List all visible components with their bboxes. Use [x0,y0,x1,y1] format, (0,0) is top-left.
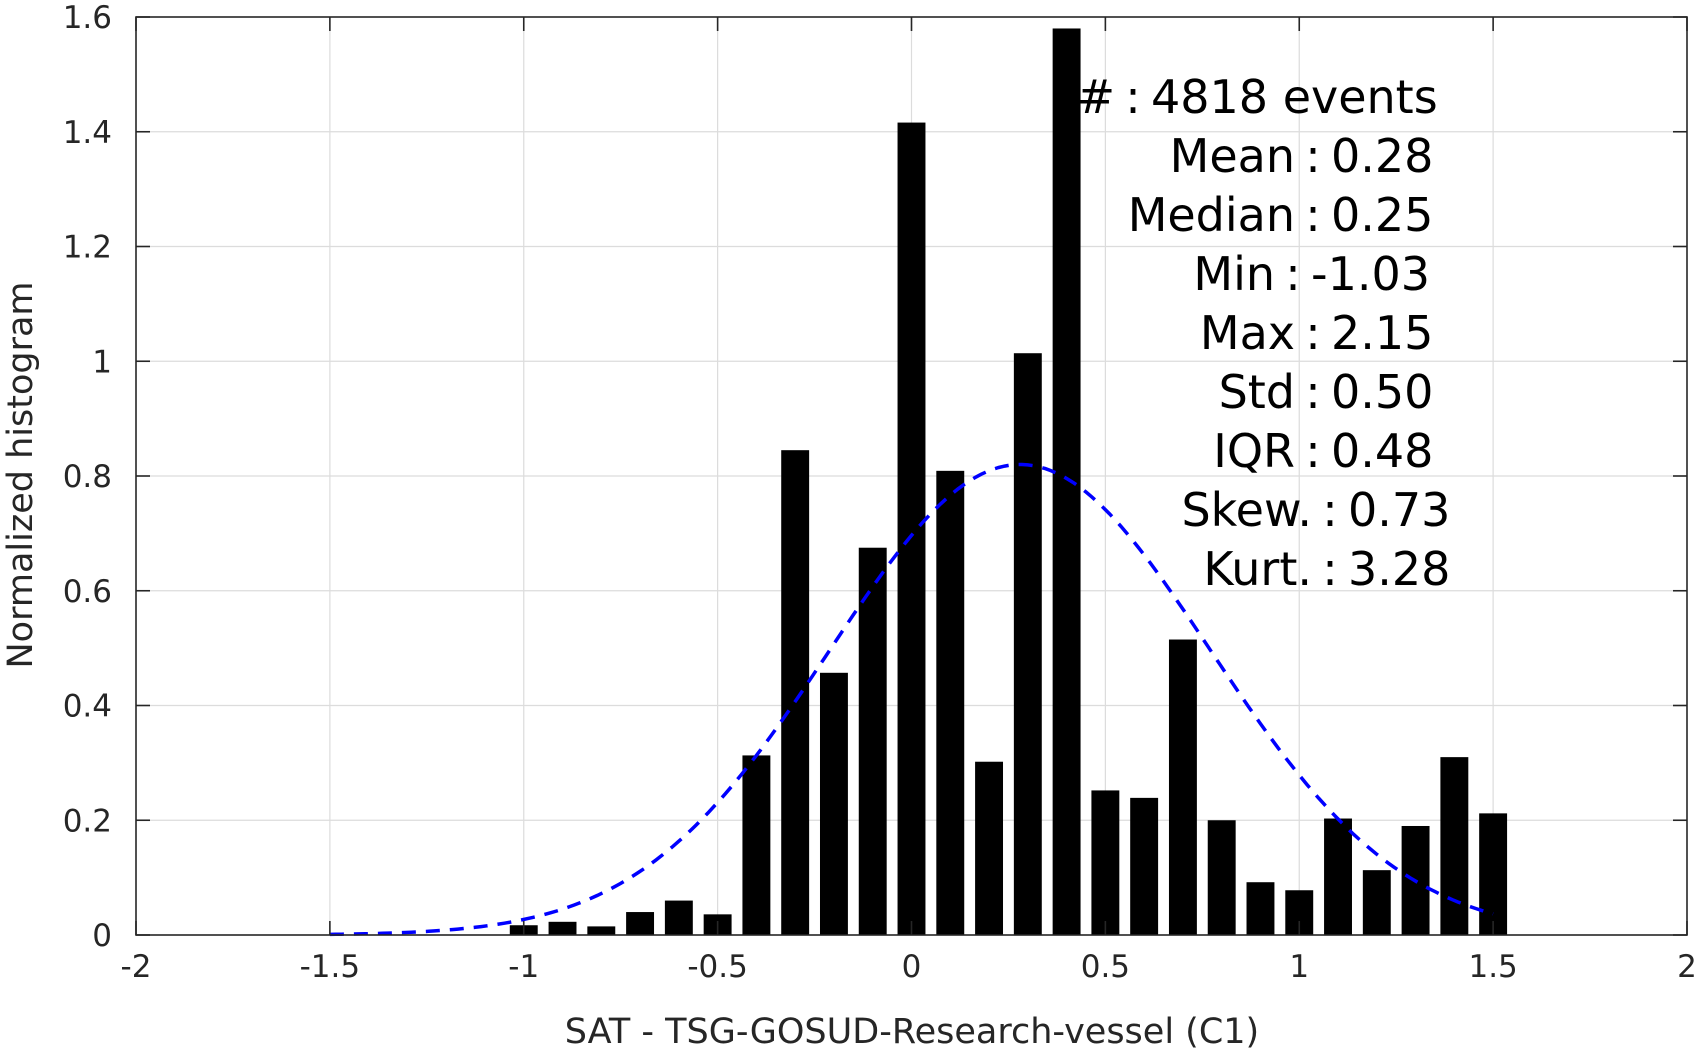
histogram-bar [1246,882,1275,935]
stat-value: 0.25 [1331,188,1433,242]
x-tick-label: -1.5 [300,949,361,985]
stat-label: Min [1193,247,1275,301]
x-tick-label: -1 [508,949,539,985]
stat-separator: : [1305,306,1321,360]
stat-label: Kurt. [1203,542,1312,596]
histogram-bar [819,672,848,935]
histogram-bar [1207,820,1236,935]
y-tick-label: 0 [92,918,112,954]
y-tick-label: 1 [92,344,112,380]
histogram-bar [781,450,810,935]
y-tick-label: 1.4 [63,115,112,151]
histogram-bar [742,755,771,935]
histogram-bar [587,926,616,935]
y-tick-label: 0.4 [63,689,112,725]
stat-value: 0.48 [1331,424,1433,478]
histogram-bar [1130,797,1159,935]
plot-axes [135,16,1688,936]
histogram-bar [936,470,965,935]
stat-label: Mean [1170,129,1295,183]
histogram-bar [1168,639,1197,935]
stat-label: Median [1128,188,1295,242]
x-tick-label: 1.5 [1468,949,1517,985]
stat-value: 0.50 [1331,365,1433,419]
stat-value: 2.15 [1331,306,1433,360]
stat-label: # [1076,70,1115,124]
stat-value: 0.28 [1331,129,1433,183]
histogram-bar [1479,813,1508,935]
histogram-bar [1324,818,1352,935]
x-tick-label: -2 [121,949,152,985]
stat-value: 0.73 [1348,483,1450,537]
y-tick-label: 1.6 [63,0,112,36]
x-axis-label: SAT - TSG-GOSUD-Research-vessel (C1) [565,1012,1259,1052]
y-tick-labels: 0 0.2 0.4 0.6 0.8 1 1.2 1.4 1.6 [63,0,112,954]
stat-label: Max [1200,306,1295,360]
stat-separator: : [1322,542,1338,596]
histogram-bar [1013,353,1042,935]
x-tick-label: 1 [1289,949,1309,985]
y-tick-label: 1.2 [63,230,112,266]
histogram-bars [509,28,1508,936]
stat-separator: : [1305,365,1321,419]
histogram-bar [858,547,887,935]
stat-label: Skew. [1181,483,1312,537]
stat-separator: : [1305,424,1321,478]
histogram-bar [664,900,693,935]
x-tick-label: 2 [1677,949,1697,985]
x-tick-label: 0 [902,949,922,985]
stat-value: 4818 events [1151,70,1438,124]
x-tick-label: -0.5 [687,949,748,985]
stat-separator: : [1305,129,1321,183]
x-tick-labels: -2 -1.5 -1 -0.5 0 0.5 1 1.5 2 [121,949,1697,985]
histogram-bar [975,761,1004,935]
histogram-bar [1091,790,1120,935]
histogram-bar [897,122,926,935]
y-axis-label: Normalized histogram [1,281,41,668]
stat-separator: : [1125,70,1141,124]
stat-value: -1.03 [1311,247,1430,301]
stat-separator: : [1285,247,1301,301]
stat-label: IQR [1213,424,1295,478]
stat-separator: : [1322,483,1338,537]
y-tick-label: 0.8 [63,459,112,495]
x-tick-label: 0.5 [1081,949,1130,985]
histogram-bar [548,921,577,935]
histogram-bar [1362,870,1391,935]
y-tick-label: 0.6 [63,574,112,610]
stat-value: 3.28 [1348,542,1450,596]
histogram-bar [626,912,655,935]
y-tick-label: 0.2 [63,803,112,839]
stat-separator: : [1305,188,1321,242]
gaussian-fit-curve [329,462,1494,937]
histogram-bar [1052,28,1081,936]
stat-label: Std [1219,365,1295,419]
histogram-bar [1440,757,1469,935]
